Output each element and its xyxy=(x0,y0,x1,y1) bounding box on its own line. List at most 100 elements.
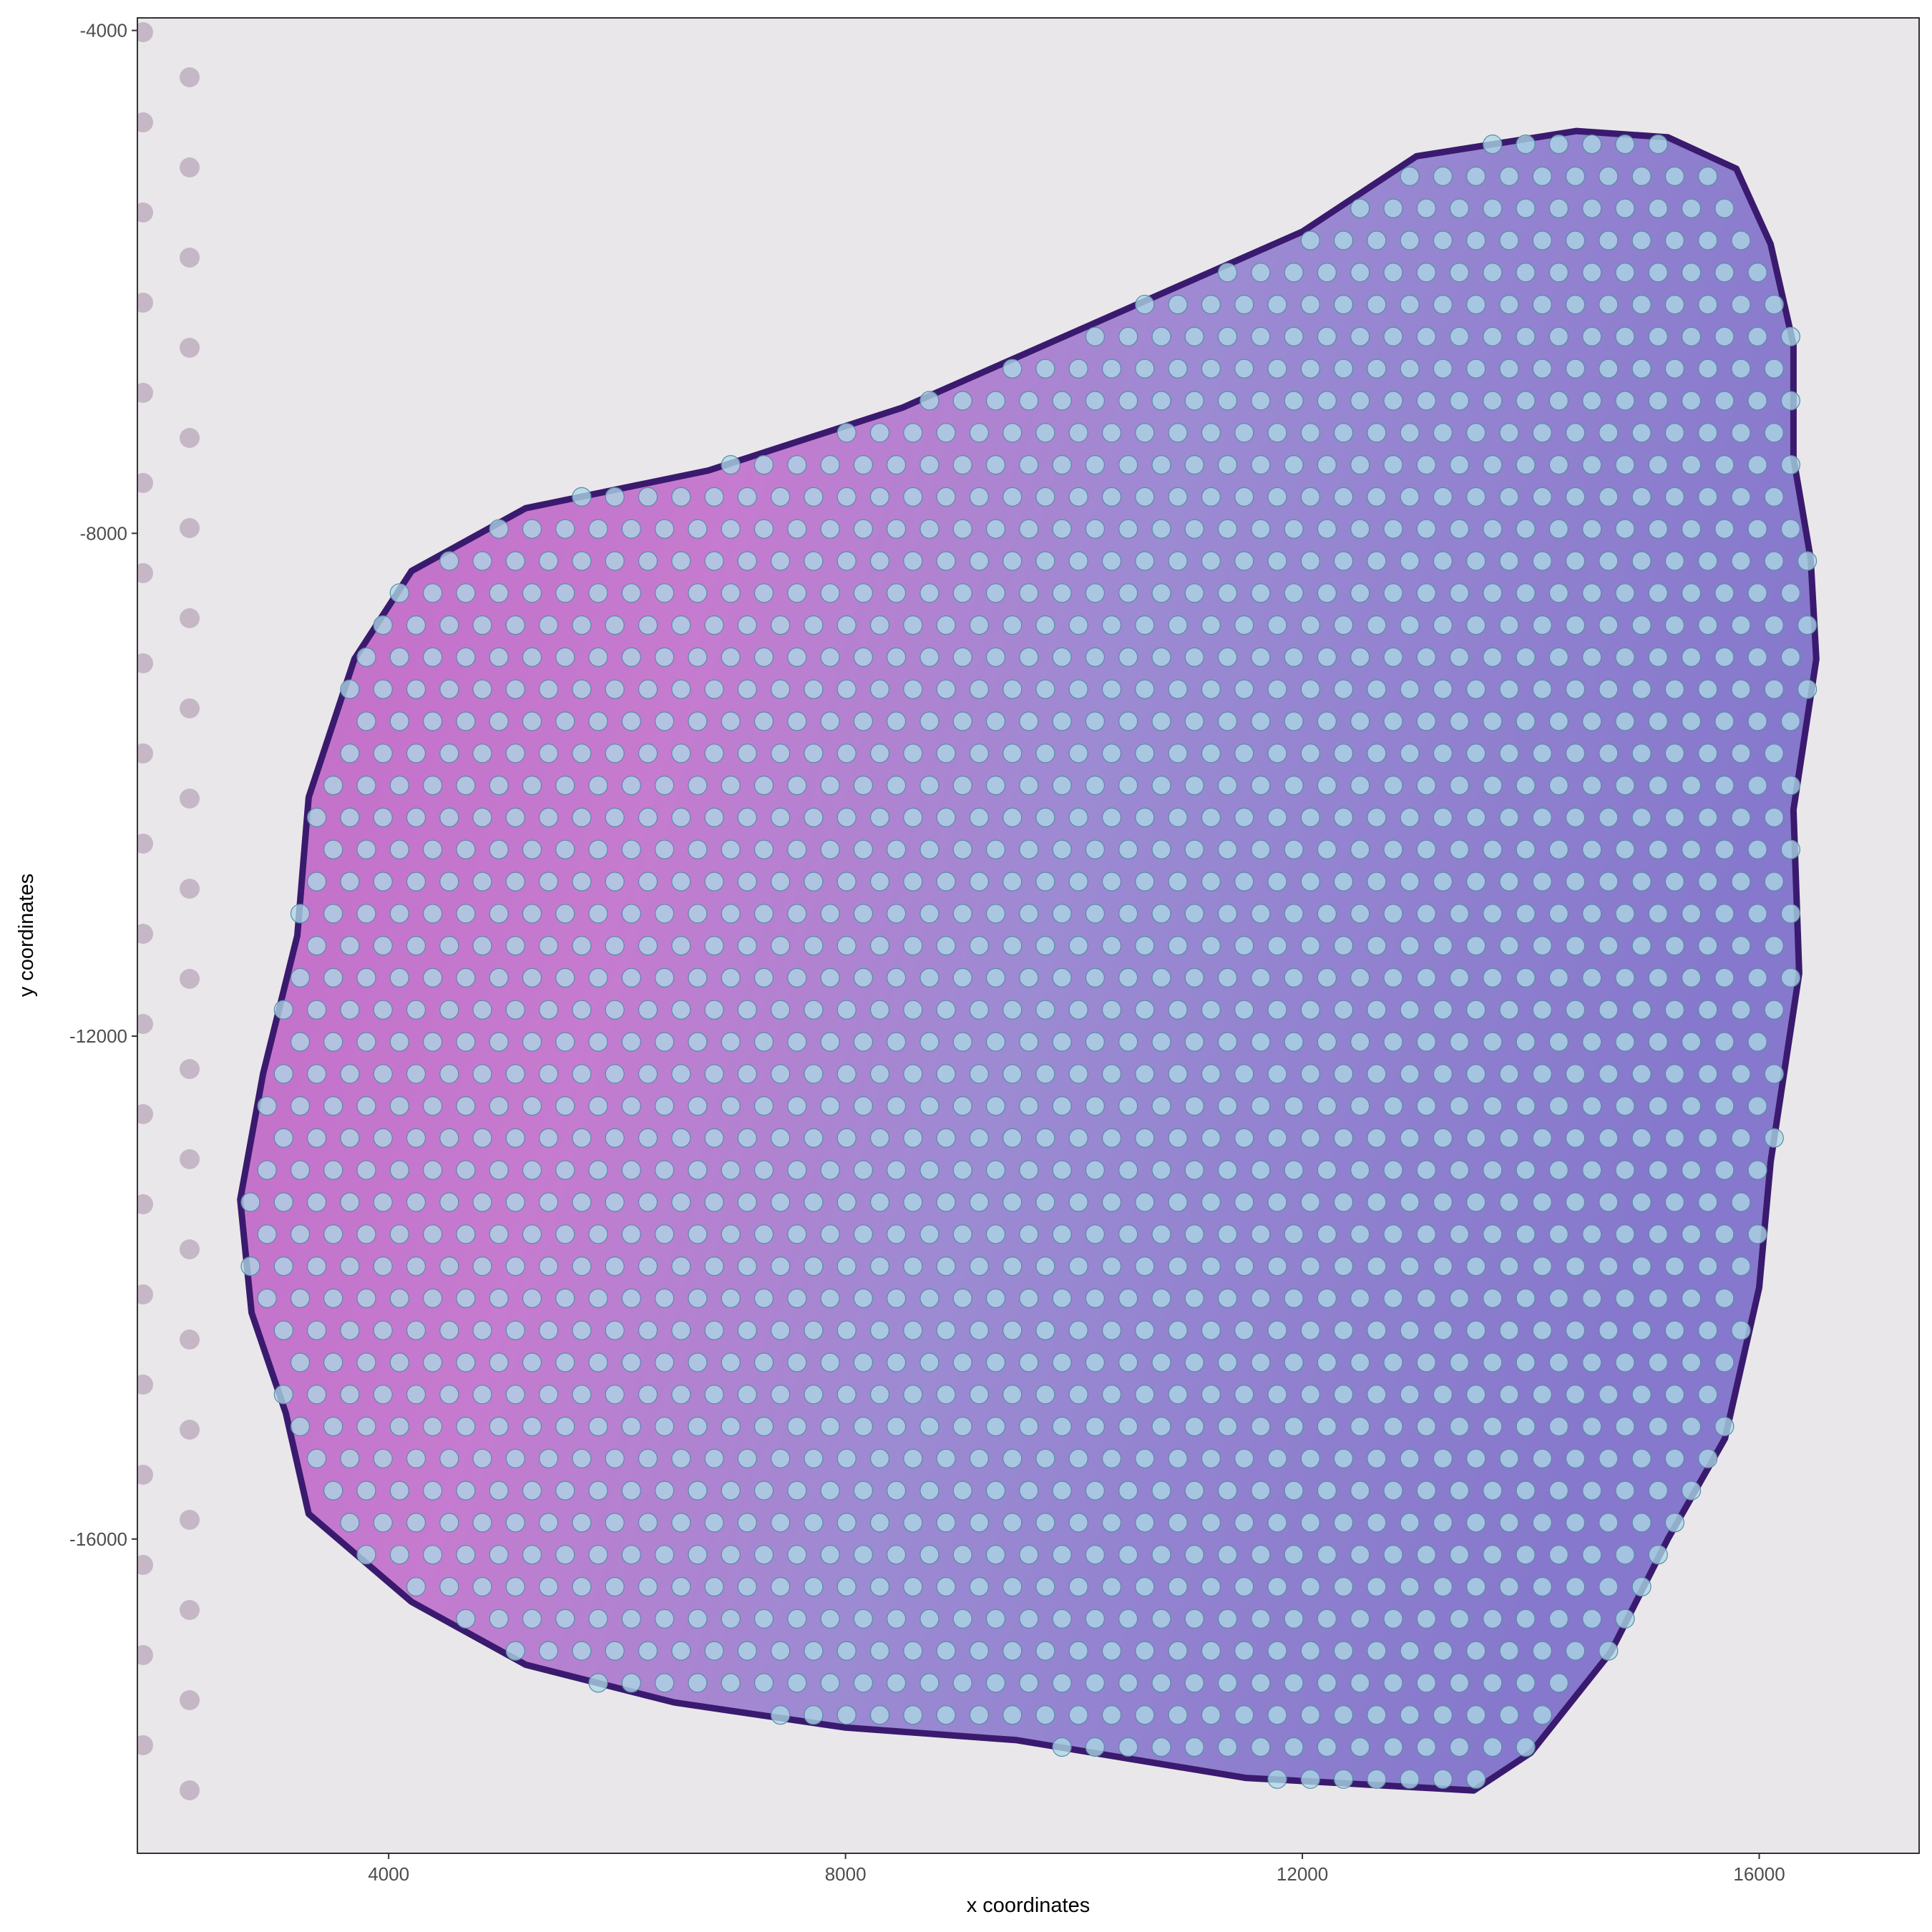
spot-point xyxy=(1383,1352,1403,1372)
spot-point xyxy=(1085,1416,1106,1437)
spot-point xyxy=(406,1256,426,1277)
spot-point xyxy=(1333,679,1354,699)
spot-point xyxy=(671,1192,691,1212)
spot-point xyxy=(804,935,824,956)
spot-point xyxy=(1035,1641,1055,1661)
spot-point xyxy=(505,872,525,892)
spot-point xyxy=(1631,935,1652,956)
spot-point xyxy=(1317,1416,1337,1437)
spot-point xyxy=(903,615,923,635)
spot-point xyxy=(1664,230,1684,250)
spot-point xyxy=(456,775,476,796)
spot-point xyxy=(753,1032,774,1052)
spot-point xyxy=(1317,647,1337,668)
spot-point xyxy=(985,1480,1006,1501)
spot-point xyxy=(1449,647,1470,668)
spot-point xyxy=(439,1000,459,1020)
spot-point xyxy=(472,1385,492,1405)
spot-point xyxy=(522,904,542,924)
spot-point xyxy=(919,1224,940,1244)
spot-point xyxy=(1085,1352,1106,1372)
spot-point xyxy=(588,1096,608,1116)
spot-point xyxy=(1135,1513,1155,1533)
spot-point xyxy=(869,1576,890,1597)
spot-point xyxy=(952,1096,972,1116)
spot-point xyxy=(770,1064,791,1084)
spot-point xyxy=(1035,423,1055,443)
spot-point xyxy=(804,1000,824,1020)
spot-point xyxy=(737,743,757,763)
spot-point xyxy=(936,1513,956,1533)
spot-point xyxy=(522,1160,542,1180)
spot-point xyxy=(1267,1448,1287,1468)
spot-point xyxy=(1483,1737,1503,1757)
spot-point xyxy=(1184,1737,1204,1757)
spot-point xyxy=(1483,454,1503,475)
spot-point xyxy=(1499,487,1519,507)
spot-point xyxy=(522,1288,542,1309)
spot-point xyxy=(853,775,874,796)
spot-point xyxy=(290,1416,311,1437)
spot-point xyxy=(1400,1705,1420,1725)
spot-point xyxy=(1599,1576,1619,1597)
spot-point xyxy=(1648,711,1668,731)
spot-point xyxy=(1085,326,1106,346)
spot-point xyxy=(969,615,990,635)
spot-point xyxy=(1682,454,1702,475)
spot-point xyxy=(836,487,857,507)
spot-point xyxy=(1648,1160,1668,1180)
spot-point xyxy=(704,1513,724,1533)
spot-point xyxy=(1466,423,1486,443)
spot-point xyxy=(555,1160,575,1180)
spot-point xyxy=(969,1192,990,1212)
spot-point xyxy=(1052,1673,1072,1693)
spot-point xyxy=(1367,1769,1387,1789)
spot-point xyxy=(1566,1385,1586,1405)
spot-point xyxy=(1780,711,1800,731)
spot-point xyxy=(572,1513,592,1533)
spot-point xyxy=(1333,615,1354,635)
spot-point xyxy=(489,839,509,859)
spot-point xyxy=(1284,1288,1304,1309)
spot-point xyxy=(1118,1096,1138,1116)
spot-point xyxy=(688,583,708,603)
spot-point xyxy=(522,1096,542,1116)
spot-point xyxy=(389,1224,409,1244)
spot-point xyxy=(1118,1480,1138,1501)
spot-point xyxy=(1019,1032,1039,1052)
spot-point xyxy=(307,1000,327,1020)
spot-point xyxy=(1085,1096,1106,1116)
spot-point xyxy=(489,1609,509,1629)
spot-point xyxy=(605,551,625,571)
spot-point xyxy=(1532,1064,1552,1084)
spot-point xyxy=(1300,230,1320,250)
spot-point xyxy=(638,1064,658,1084)
spot-point xyxy=(1532,1513,1552,1533)
spot-point xyxy=(1135,551,1155,571)
spot-point xyxy=(985,391,1006,411)
spot-point xyxy=(1599,1320,1619,1340)
spot-point xyxy=(985,583,1006,603)
spot-point xyxy=(1184,904,1204,924)
spot-point xyxy=(1449,775,1470,796)
spot-point xyxy=(273,1064,293,1084)
spot-point xyxy=(555,711,575,731)
spot-point xyxy=(1350,1288,1370,1309)
spot-point xyxy=(969,807,990,828)
spot-point xyxy=(936,1128,956,1148)
spot-point xyxy=(654,1673,675,1693)
spot-point xyxy=(389,839,409,859)
spot-point xyxy=(621,1609,641,1629)
spot-point xyxy=(1118,1737,1138,1757)
spot-point xyxy=(1714,326,1735,346)
spot-point xyxy=(1367,615,1387,635)
spot-point xyxy=(1383,1160,1403,1180)
spot-point xyxy=(1582,775,1602,796)
spot-point xyxy=(1383,326,1403,346)
spot-point xyxy=(1383,263,1403,283)
spot-point xyxy=(1184,711,1204,731)
spot-point xyxy=(836,1385,857,1405)
spot-point xyxy=(1367,551,1387,571)
spot-point xyxy=(787,1096,807,1116)
spot-point xyxy=(1499,1064,1519,1084)
